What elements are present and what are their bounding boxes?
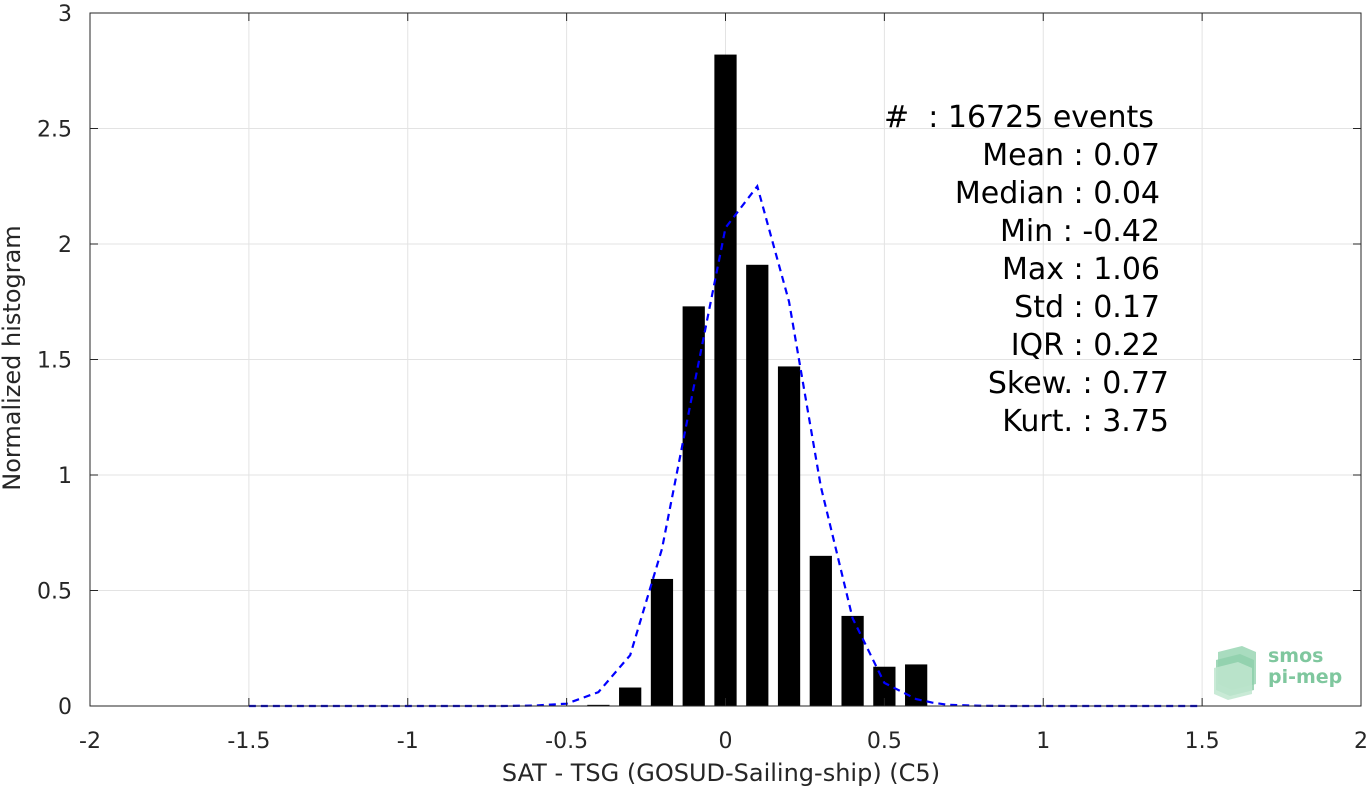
x-tick-label: -2 <box>79 729 101 754</box>
stat-mean: Mean : 0.07 <box>982 138 1160 173</box>
stat-std: Std : 0.17 <box>1014 290 1160 325</box>
bar-series <box>587 54 928 706</box>
x-tick-label: -0.5 <box>545 729 588 754</box>
x-tick-label: 0.5 <box>867 729 902 754</box>
x-tick-label: 1 <box>1036 729 1050 754</box>
histogram-bar <box>619 687 642 706</box>
histogram-bar <box>714 54 737 706</box>
logo-line-2: pi-mep <box>1268 666 1343 688</box>
histogram-bar <box>650 578 674 706</box>
x-tick-label: -1.5 <box>227 729 270 754</box>
histogram-bar <box>841 615 864 706</box>
y-axis-label: Normalized histogram <box>0 225 26 490</box>
stat-median: Median : 0.04 <box>954 176 1160 211</box>
y-tick-labels: 0 0.5 1 1.5 2 2.5 3 <box>37 2 72 720</box>
y-tick-label: 1 <box>58 464 72 489</box>
smos-pimep-logo: smos pi-mep <box>1212 644 1352 700</box>
x-tick-label: 0 <box>719 729 733 754</box>
y-tick-label: 3 <box>58 2 72 27</box>
stats-annotation: # : 16725 events Mean : 0.07 Median : 0.… <box>0 0 1169 439</box>
stat-kurt: Kurt. : 3.75 <box>1002 404 1169 439</box>
logo-text: smos pi-mep <box>1268 646 1342 688</box>
histogram-bar <box>809 555 832 706</box>
y-tick-label: 1.5 <box>37 349 72 374</box>
histogram-bar <box>746 264 769 706</box>
x-tick-label: -1 <box>397 729 419 754</box>
x-tick-label: 1.5 <box>1185 729 1220 754</box>
histogram-bar <box>682 306 705 706</box>
logo-mark-icon <box>1214 646 1256 700</box>
stat-count: # : 16725 events <box>884 100 1154 135</box>
x-tick-labels: -2 -1.5 -1 -0.5 0 0.5 1 1.5 2 <box>79 729 1366 754</box>
x-tick-label: 2 <box>1354 729 1366 754</box>
x-axis-label: SAT - TSG (GOSUD-Sailing-ship) (C5) <box>502 759 940 786</box>
stat-iqr: IQR : 0.22 <box>1010 328 1160 363</box>
histogram-bar <box>873 666 896 706</box>
y-tick-label: 2.5 <box>37 118 72 143</box>
axes <box>89 12 1362 707</box>
y-tick-label: 0.5 <box>37 580 72 605</box>
y-tick-label: 2 <box>58 233 72 258</box>
stat-min: Min : -0.42 <box>999 214 1160 249</box>
stat-skew: Skew. : 0.77 <box>987 366 1169 401</box>
histogram-bar <box>777 366 801 706</box>
stat-max: Max : 1.06 <box>1002 252 1160 287</box>
y-tick-label: 0 <box>58 695 72 720</box>
logo-line-1: smos <box>1268 645 1324 667</box>
histogram-bar <box>587 704 610 706</box>
